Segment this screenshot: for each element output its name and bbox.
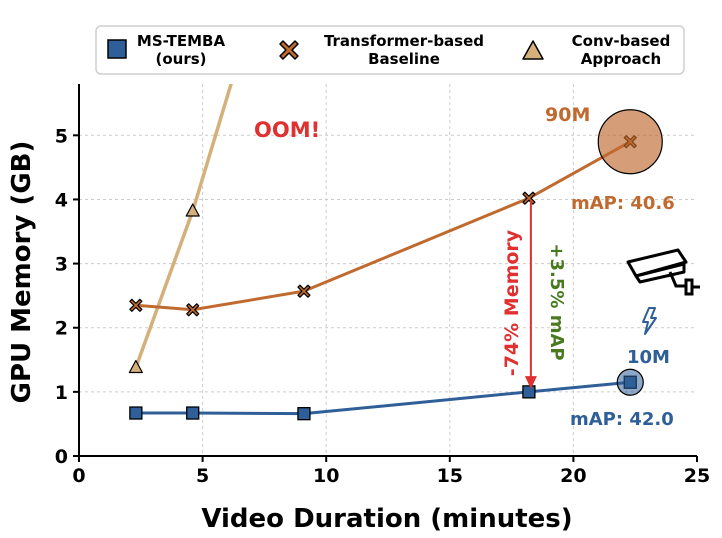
params-transformer-label: 90M (545, 104, 590, 126)
ms-temba-line (135, 380, 631, 416)
x-tick-label-2: 10 (313, 465, 339, 487)
ticks: 0 5 10 15 20 25 0 1 2 3 4 5 (55, 125, 710, 487)
legend-marker-ms-temba (107, 39, 127, 59)
grid (79, 84, 697, 456)
transformer-point-2 (297, 284, 311, 298)
legend-marker-conv (522, 40, 544, 60)
map-gain-label: +3.5% mAP (546, 243, 567, 360)
transformer-params-bubble (597, 109, 663, 175)
legend: MS-TEMBA (ours) Transformer-based Baseli… (95, 25, 685, 75)
map-transformer-label: mAP: 40.6 (571, 193, 675, 214)
legend-label-ms-temba-line1: MS-TEMBA (137, 32, 226, 50)
memory-reduction-arrowhead (524, 376, 537, 389)
conv-line (134, 84, 233, 369)
y-tick-label-1: 1 (55, 382, 68, 404)
x-tick-label-3: 15 (437, 465, 463, 487)
x-tick-label-0: 0 (72, 465, 85, 487)
x-tick-label-5: 25 (684, 465, 710, 487)
x-tick-label-1: 5 (196, 465, 209, 487)
legend-label-conv-line2: Approach (581, 50, 661, 68)
legend-label-transformer-line1: Transformer-based (324, 32, 484, 50)
y-axis-title: GPU Memory (GB) (7, 141, 37, 404)
transformer-point-0 (129, 298, 143, 312)
ms-temba-point-1 (186, 406, 200, 420)
ms-temba-point-0 (129, 406, 143, 420)
y-tick-label-4: 4 (55, 189, 68, 211)
oom-label: OOM! (254, 118, 320, 142)
y-tick-label-2: 2 (55, 318, 68, 340)
params-ms-temba-label: 10M (627, 347, 670, 368)
lightning-icon (642, 307, 657, 335)
x-tick-label-4: 20 (560, 465, 586, 487)
map-ms-temba-label: mAP: 42.0 (570, 409, 674, 430)
y-tick-label-5: 5 (55, 125, 68, 147)
y-tick-label-3: 3 (55, 254, 68, 276)
axes (78, 84, 697, 457)
transformer-point-1 (186, 303, 200, 317)
legend-label-transformer-line2: Baseline (368, 50, 440, 68)
annotation-shapes (524, 109, 663, 396)
legend-label-conv-line1: Conv-based (572, 32, 671, 50)
y-tick-label-0: 0 (55, 446, 68, 468)
ms-temba-params-bubble (616, 368, 644, 396)
series-layer (128, 84, 637, 421)
transformer-point-3 (522, 191, 536, 205)
legend-marker-transformer (279, 40, 299, 60)
security-camera-icon (626, 248, 700, 296)
ms-temba-point-3 (522, 385, 536, 399)
memory-reduction-label: -74% Memory (501, 229, 523, 376)
x-axis-title: Video Duration (minutes) (201, 504, 572, 534)
conv-point-1 (185, 203, 200, 217)
conv-point-0 (128, 359, 143, 374)
legend-label-ms-temba-line2: (ours) (155, 50, 206, 68)
ms-temba-point-2 (297, 407, 311, 421)
